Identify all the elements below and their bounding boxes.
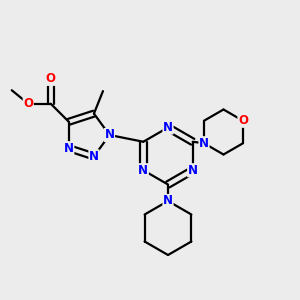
- Text: N: N: [138, 164, 148, 177]
- Text: N: N: [163, 121, 173, 134]
- Text: O: O: [238, 114, 248, 127]
- Text: O: O: [23, 97, 33, 110]
- Text: O: O: [46, 72, 56, 85]
- Text: N: N: [188, 164, 198, 177]
- Text: N: N: [104, 128, 115, 142]
- Text: N: N: [64, 142, 74, 155]
- Text: N: N: [89, 150, 99, 163]
- Text: N: N: [199, 137, 209, 150]
- Text: N: N: [163, 194, 173, 208]
